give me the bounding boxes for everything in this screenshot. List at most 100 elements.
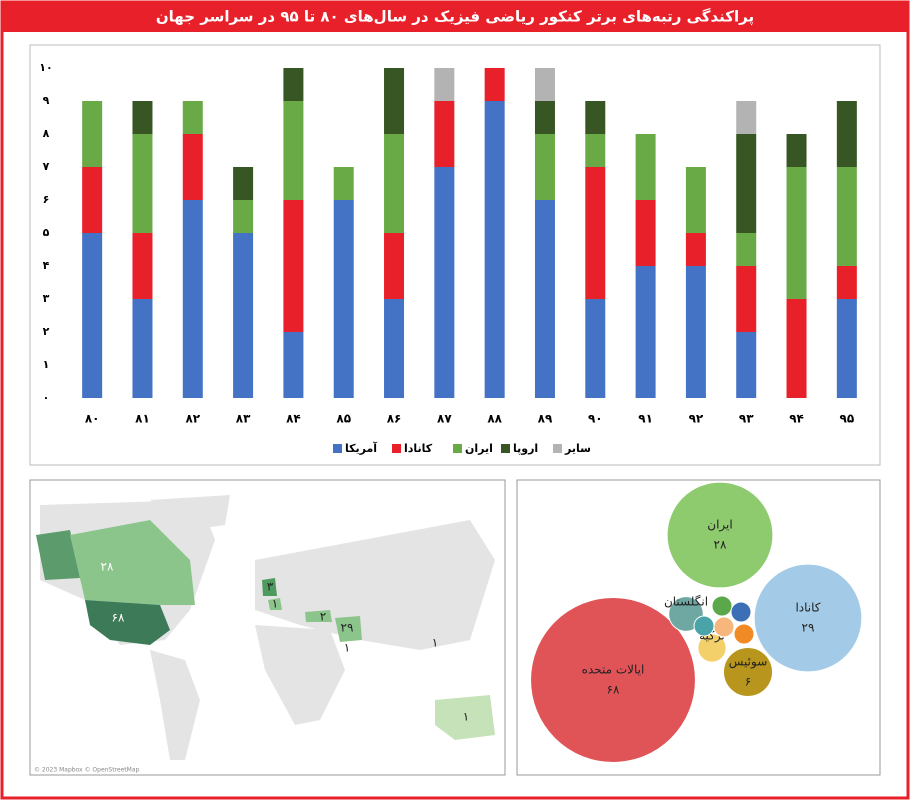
region xyxy=(335,616,362,642)
x-tick-label: ۹۵ xyxy=(840,412,855,426)
x-tick-label: ۹۱ xyxy=(638,412,653,426)
region xyxy=(85,600,170,645)
bar-segment xyxy=(635,134,656,200)
x-tick-label: ۸۱ xyxy=(135,412,150,426)
map-credit: © 2023 Mapbox © OpenStreetMap xyxy=(34,767,140,774)
bar-segment xyxy=(736,266,757,332)
map-label: ۲۸ xyxy=(101,560,114,574)
x-tick-label: ۸۵ xyxy=(336,412,351,426)
region xyxy=(70,520,195,605)
title-bar xyxy=(2,2,908,32)
legend-swatch xyxy=(392,444,401,453)
bubble xyxy=(723,647,773,697)
bar-segment xyxy=(534,101,555,134)
bar-segment xyxy=(384,299,405,398)
bar-segment xyxy=(836,101,857,167)
map-label: ۲ xyxy=(320,610,326,624)
bar-segment xyxy=(434,101,455,167)
y-tick-label: ۵ xyxy=(43,226,50,239)
x-tick-label: ۸۸ xyxy=(487,412,502,426)
bar-segment xyxy=(132,299,153,398)
x-tick-label: ۹۴ xyxy=(789,412,804,426)
bubble-label: انگلستان xyxy=(664,595,708,609)
region xyxy=(36,530,80,580)
bar-segment xyxy=(182,134,203,200)
legend-label: ایران xyxy=(465,442,493,455)
x-tick-label: ۹۳ xyxy=(739,412,754,426)
region xyxy=(262,578,277,596)
map-label: ۳ xyxy=(267,580,274,594)
land xyxy=(255,625,345,725)
bar-segment xyxy=(182,200,203,398)
bar-segment xyxy=(82,233,103,398)
bar-segment xyxy=(434,68,455,101)
y-tick-label: ۹ xyxy=(43,94,50,107)
x-tick-label: ۸۶ xyxy=(387,412,402,426)
bar-segment xyxy=(233,167,254,200)
bar-segment xyxy=(736,233,757,266)
y-tick-label: ۷ xyxy=(43,160,50,173)
bar-segment xyxy=(836,299,857,398)
bar-segment xyxy=(736,332,757,398)
y-tick-label: ۰ xyxy=(43,391,50,404)
bubble xyxy=(753,563,863,673)
x-tick-label: ۸۹ xyxy=(538,412,553,426)
bar-segment xyxy=(585,299,606,398)
chart-title: پراکندگی رتبه‌های برتر کنکور ریاضی فیزیک… xyxy=(156,8,754,27)
legend-swatch xyxy=(501,444,510,453)
y-tick-label: ۶ xyxy=(43,193,50,206)
map-label: ۱ xyxy=(432,636,438,650)
legend-label: آمریکا xyxy=(345,441,377,455)
bar-segment xyxy=(333,200,354,398)
x-tick-label: ۸۲ xyxy=(185,412,200,426)
bubble-label: سوئیس xyxy=(729,655,768,670)
bubble xyxy=(666,481,774,589)
bubble-value: ۲۹ xyxy=(802,621,815,635)
map-label: ۶۸ xyxy=(112,611,125,625)
bar-segment xyxy=(132,134,153,233)
bar-segment xyxy=(685,266,706,398)
bar-segment xyxy=(484,101,505,398)
bar-segment xyxy=(786,134,807,167)
legend-swatch xyxy=(453,444,462,453)
bar-segment xyxy=(736,101,757,134)
bar-segment xyxy=(283,332,304,398)
legend-label: سایر xyxy=(564,442,591,455)
bar-segment xyxy=(132,101,153,134)
bar-segment xyxy=(384,134,405,233)
bar-segment xyxy=(786,299,807,398)
bar-segment xyxy=(82,101,103,167)
region xyxy=(268,598,282,610)
x-tick-label: ۸۰ xyxy=(85,412,100,426)
map-label: ۱ xyxy=(344,641,350,655)
y-tick-label: ۱ xyxy=(43,358,50,371)
bar-segment xyxy=(836,167,857,266)
bubble xyxy=(693,615,715,637)
bar-segment xyxy=(836,266,857,299)
bar-segment xyxy=(283,200,304,332)
bar-segment xyxy=(585,101,606,134)
bar-segment xyxy=(384,233,405,299)
bar-segment xyxy=(82,167,103,233)
bar-segment xyxy=(233,200,254,233)
region xyxy=(435,695,495,740)
bar-segment xyxy=(685,167,706,233)
y-tick-label: ۳ xyxy=(43,292,50,305)
bar-segment xyxy=(635,200,656,266)
land xyxy=(150,495,230,530)
bar-segment xyxy=(736,134,757,233)
x-tick-label: ۹۰ xyxy=(588,412,603,426)
bar-segment xyxy=(132,233,153,299)
legend-swatch xyxy=(333,444,342,453)
bar-segment xyxy=(585,167,606,299)
bar-segment xyxy=(283,68,304,101)
bubble xyxy=(730,601,752,623)
bubble xyxy=(713,616,735,638)
x-tick-label: ۸۳ xyxy=(236,412,251,426)
bar-segment xyxy=(534,200,555,398)
bar-segment xyxy=(635,266,656,398)
y-tick-label: ۸ xyxy=(43,127,50,140)
bar-segment xyxy=(434,167,455,398)
bubble xyxy=(733,623,755,645)
